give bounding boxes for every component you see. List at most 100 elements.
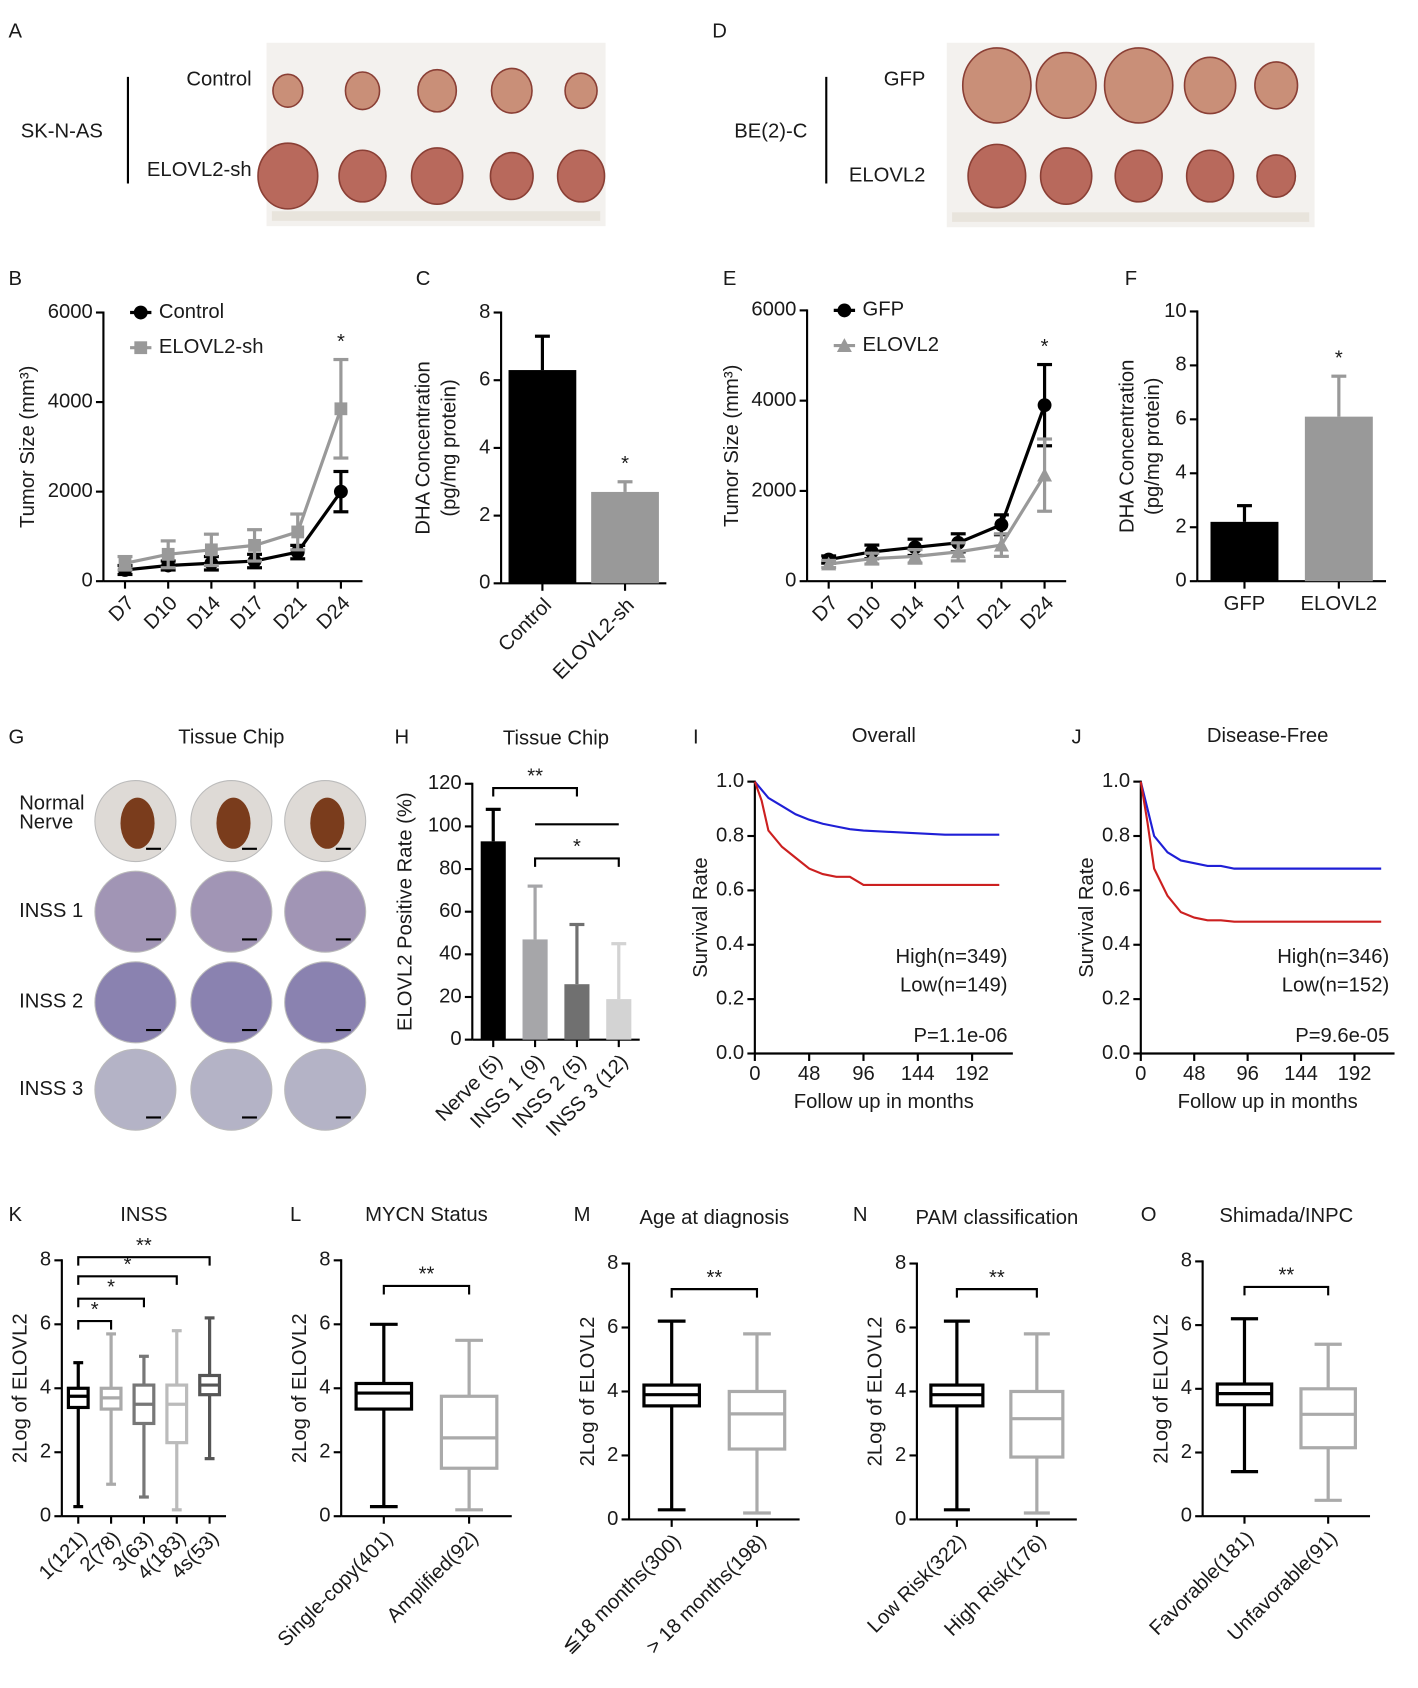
row-label: ELOVL2 xyxy=(849,164,926,186)
y-tick-label: 4000 xyxy=(48,390,93,412)
box xyxy=(1299,1387,1357,1450)
y-axis-label: 2Log of ELOVL2 xyxy=(10,1313,32,1463)
p-value: P=1.1e-06 xyxy=(914,1025,1008,1047)
significance: * xyxy=(91,1299,99,1321)
y-tick-label: 20 xyxy=(439,985,462,1007)
y-tick-label: 8 xyxy=(895,1252,906,1274)
x-tick-label: 144 xyxy=(901,1063,935,1085)
x-tick-label: Control xyxy=(494,594,556,656)
x-tick-label: GFP xyxy=(1224,593,1266,615)
y-axis-label: Tumor Size (mm³) xyxy=(17,366,39,528)
row-label: ELOVL2-sh xyxy=(147,159,252,181)
panel-letter: B xyxy=(9,268,23,290)
y-axis-label: Survival Rate xyxy=(690,857,712,977)
cell-line: SK-N-AS xyxy=(21,121,103,143)
y-tick-label: 0.6 xyxy=(716,879,744,901)
y-tick-label: 2000 xyxy=(751,479,796,501)
tumor xyxy=(1103,47,1174,124)
marker xyxy=(133,305,148,320)
x-tick-label: D10 xyxy=(140,592,182,634)
tumor xyxy=(556,149,606,203)
y-tick-label: 0.6 xyxy=(1102,879,1130,901)
y-axis-label: DHA Concentration xyxy=(1116,360,1138,533)
x-tick-label: D24 xyxy=(1016,592,1058,634)
ruler xyxy=(271,211,601,221)
y-tick-label: 2 xyxy=(319,1441,330,1463)
x-axis-label: Follow up in months xyxy=(1178,1091,1358,1113)
tumor xyxy=(1114,149,1163,203)
tumor xyxy=(344,71,381,111)
y-axis-label: ELOVL2 Positive Rate (%) xyxy=(395,792,417,1031)
significance: * xyxy=(621,453,629,475)
y-tick-label: 6 xyxy=(895,1316,906,1338)
panel-letter: L xyxy=(290,1204,301,1226)
marker xyxy=(248,538,261,552)
x-tick-label: 0 xyxy=(749,1063,760,1085)
panel-letter: F xyxy=(1125,268,1137,290)
chart-title: MYCN Status xyxy=(365,1204,488,1226)
panel-letter: C xyxy=(416,268,431,290)
tissue-core xyxy=(190,1048,273,1131)
tumor xyxy=(564,72,598,110)
y-tick-label: 40 xyxy=(439,943,462,965)
legend-label: ELOVL2 xyxy=(863,334,940,356)
tissue-core xyxy=(94,961,177,1044)
tumor xyxy=(1183,56,1237,115)
row-label: Control xyxy=(186,68,251,90)
y-tick-label: 0.8 xyxy=(716,824,744,846)
y-axis-label: 2Log of ELOVL2 xyxy=(865,1317,887,1467)
bar xyxy=(1304,416,1373,582)
y-tick-label: 0 xyxy=(785,570,796,592)
y-tick-label: 0 xyxy=(895,1508,906,1530)
y-tick-label: 2 xyxy=(1181,1441,1192,1463)
y-tick-label: 4 xyxy=(40,1377,51,1399)
significance: * xyxy=(1335,347,1343,369)
x-tick-label: D21 xyxy=(270,592,312,634)
y-tick-label: 0 xyxy=(450,1028,461,1050)
significance-bracket xyxy=(1243,1285,1330,1296)
y-tick-label: 10 xyxy=(1164,300,1187,322)
significance-bracket xyxy=(534,857,620,867)
x-axis-label: Follow up in months xyxy=(794,1091,974,1113)
y-tick-label: 0.0 xyxy=(1102,1042,1130,1064)
y-tick-label: 1.0 xyxy=(716,770,744,792)
x-tick-label: D24 xyxy=(313,592,355,634)
significance: * xyxy=(337,331,345,353)
p-value: P=9.6e-05 xyxy=(1295,1025,1389,1047)
y-tick-label: 4 xyxy=(1181,1377,1192,1399)
panel-letter: G xyxy=(9,726,25,748)
significance-bracket xyxy=(382,1284,471,1295)
y-tick-label: 0.0 xyxy=(716,1042,744,1064)
y-axis-label: Tumor Size (mm³) xyxy=(721,365,743,527)
x-tick-label: D7 xyxy=(809,592,843,626)
significance: * xyxy=(573,836,581,858)
nerve xyxy=(120,797,155,849)
y-tick-label: 2 xyxy=(40,1441,51,1463)
y-tick-label: 4 xyxy=(1175,462,1186,484)
y-tick-label: 0 xyxy=(1175,570,1186,592)
y-tick-label: 100 xyxy=(428,815,462,837)
panel-letter: O xyxy=(1141,1204,1157,1226)
nerve xyxy=(310,797,345,849)
y-tick-label: 1.0 xyxy=(1102,770,1130,792)
survival-curve xyxy=(753,781,1000,887)
tumor xyxy=(489,151,534,201)
y-tick-label: 80 xyxy=(439,857,462,879)
y-axis-label: 2Log of ELOVL2 xyxy=(577,1317,599,1467)
tumor xyxy=(410,147,464,205)
bar xyxy=(480,841,506,1040)
chart-title: Shimada/INPC xyxy=(1219,1205,1353,1227)
legend-label: Control xyxy=(159,301,224,323)
y-tick-label: 0 xyxy=(81,570,92,592)
significance: ** xyxy=(136,1235,152,1257)
tumor xyxy=(1185,149,1235,203)
panel-letter: M xyxy=(574,1204,591,1226)
chart-title: Disease-Free xyxy=(1207,725,1329,747)
tissue-core xyxy=(190,961,273,1044)
panel-letter: K xyxy=(9,1204,23,1226)
y-tick-label: 4 xyxy=(607,1380,618,1402)
box xyxy=(165,1383,189,1445)
box xyxy=(439,1394,499,1470)
x-tick-label: 144 xyxy=(1284,1063,1318,1085)
x-tick-label: 192 xyxy=(1338,1063,1372,1085)
